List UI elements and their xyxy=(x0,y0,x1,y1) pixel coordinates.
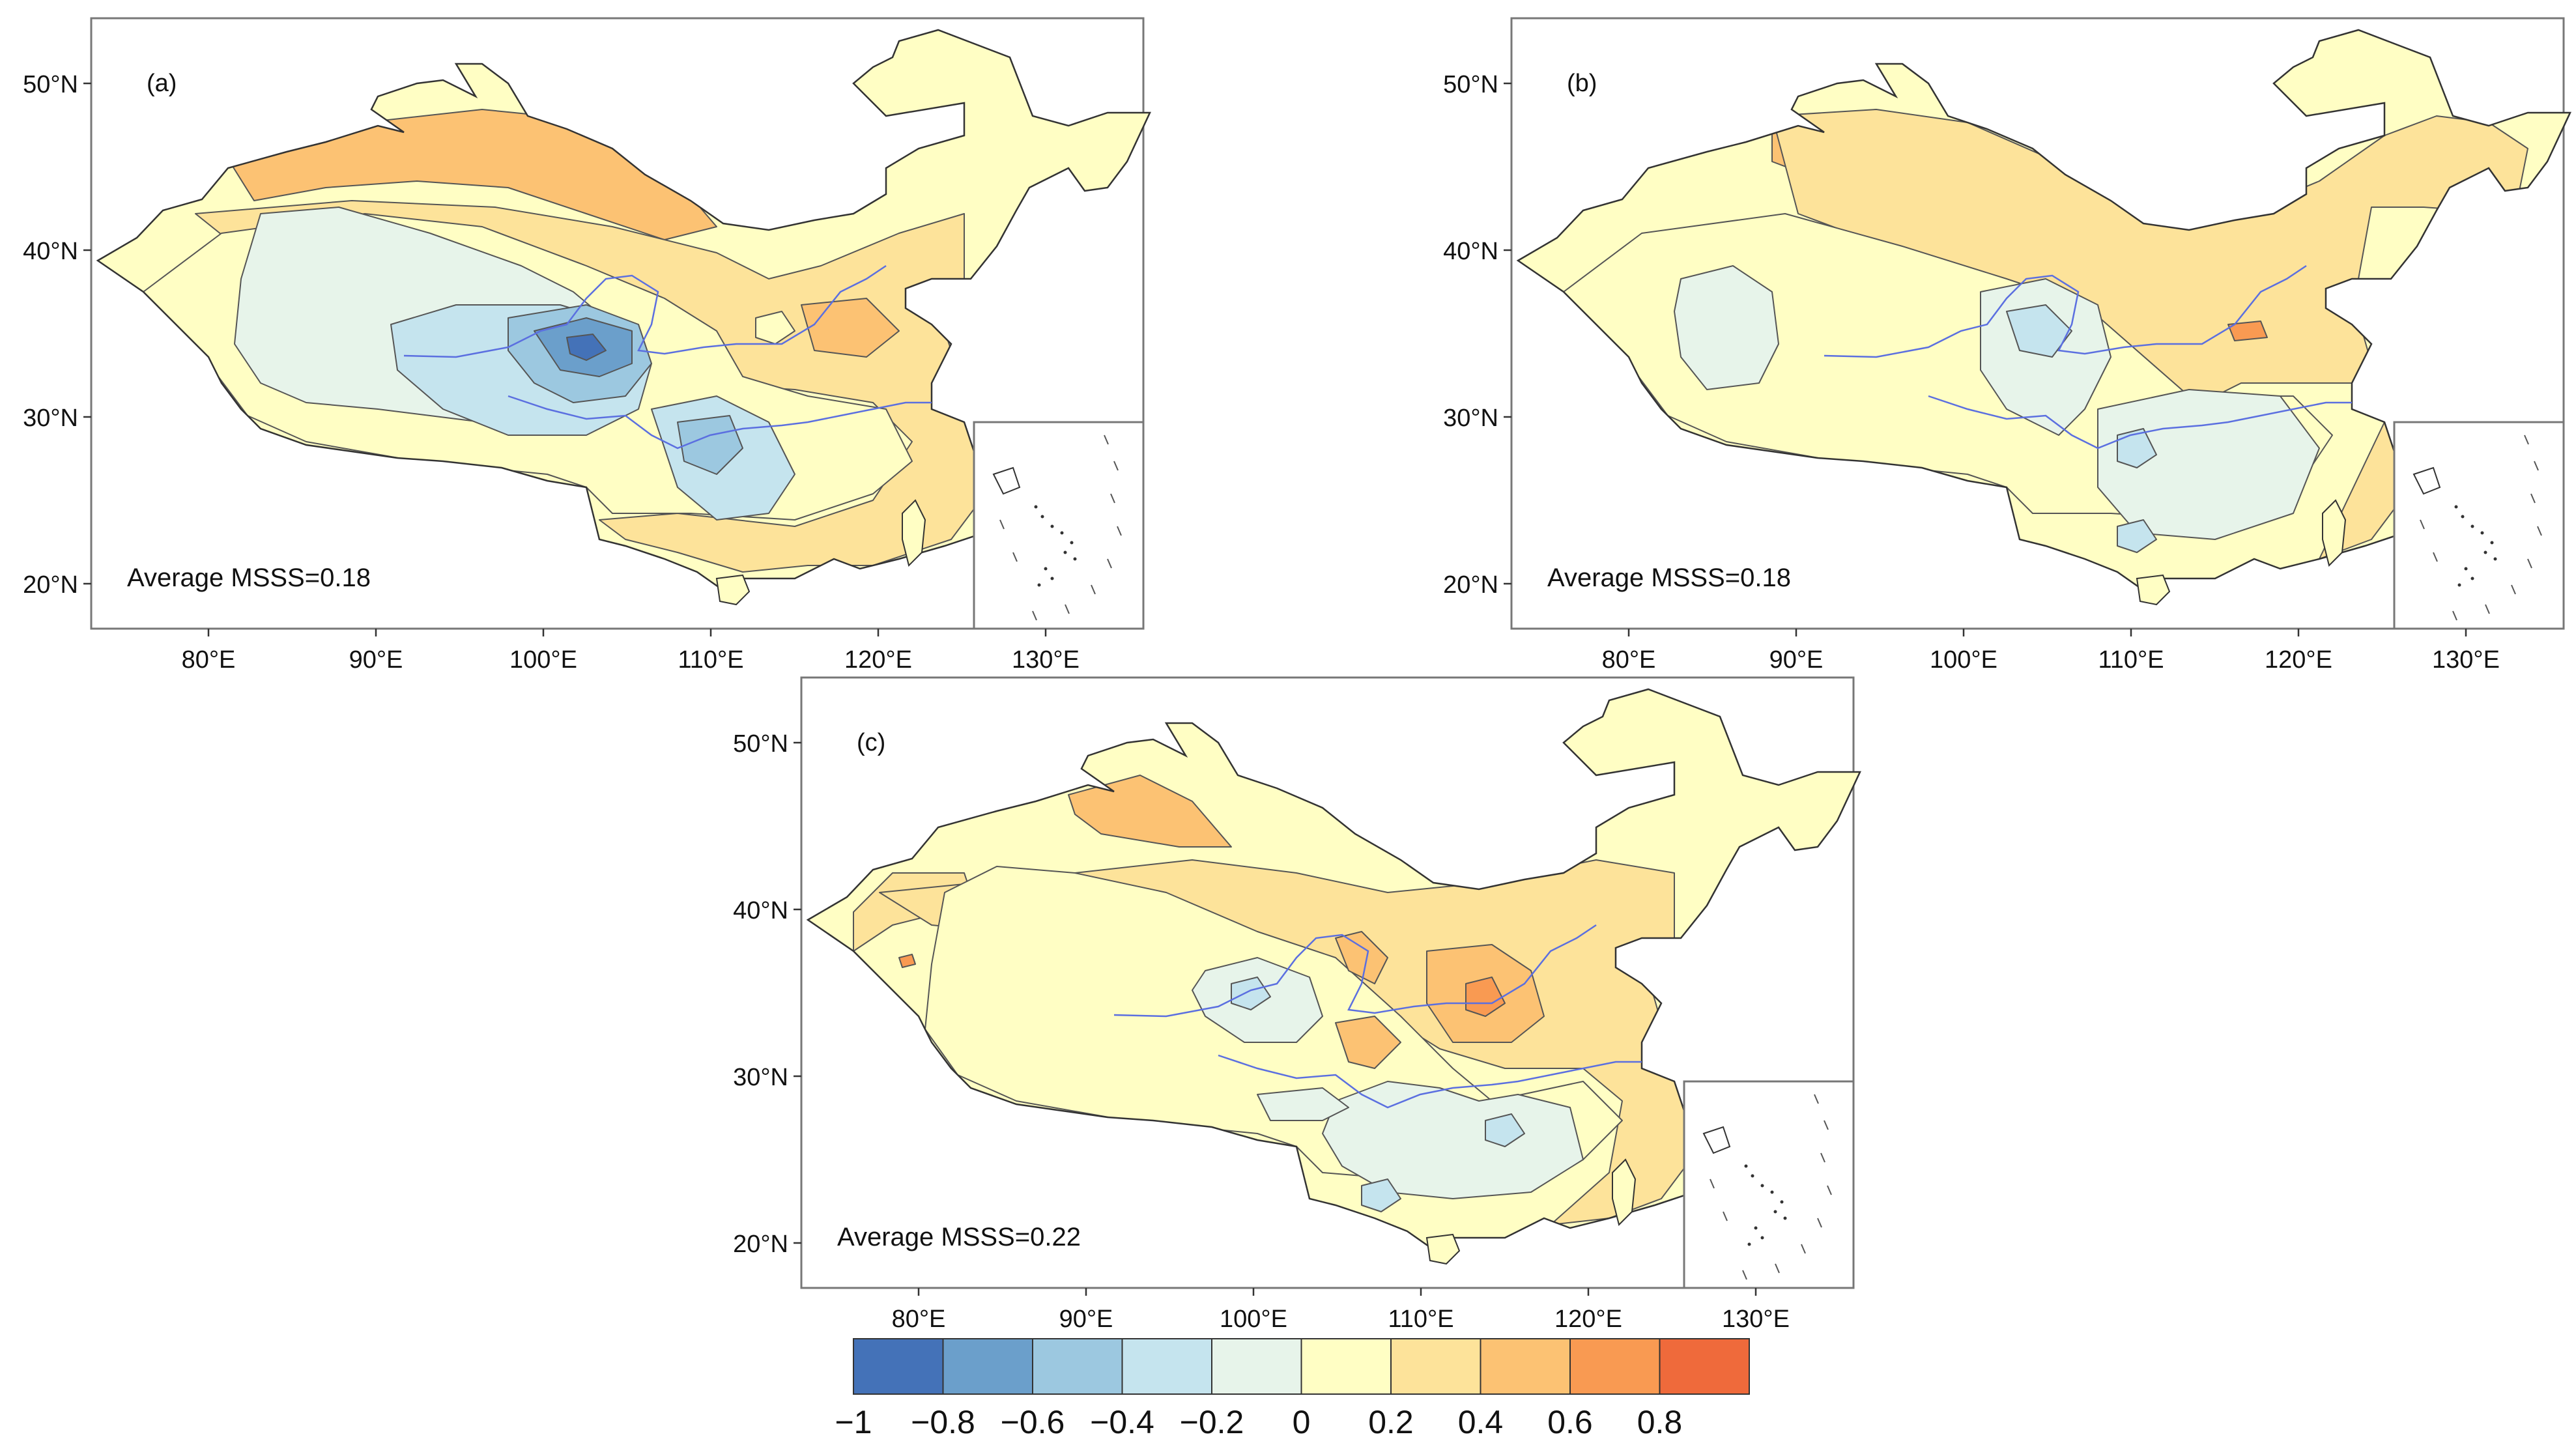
south-china-sea-inset xyxy=(2393,421,2565,630)
hainan-island xyxy=(715,574,751,606)
lon-tick-label: 90°E xyxy=(1059,1306,1113,1333)
colorbar-swatch xyxy=(1032,1338,1123,1395)
taiwan-island xyxy=(902,499,926,567)
south-china-sea-inset xyxy=(973,421,1145,630)
map-panel-0: (a) Average MSSS=0.18 50°N 40°N 30°N 20°N 80°E… xyxy=(23,17,1151,674)
colorbar-tick-label: −0.8 xyxy=(911,1404,975,1440)
lon-tick-label: 130°E xyxy=(1012,646,1080,674)
lon-tick-label: 120°E xyxy=(2265,646,2332,674)
lon-tick-label: 100°E xyxy=(509,646,577,674)
panel-label: (c) xyxy=(857,729,885,756)
average-msss-label: Average MSSS=0.22 xyxy=(837,1223,1081,1251)
msss-contour-regions xyxy=(853,775,1701,1225)
average-msss-label: Average MSSS=0.18 xyxy=(127,564,371,592)
colorbar-swatch xyxy=(1659,1338,1750,1395)
lon-tick-label: 130°E xyxy=(2432,646,2500,674)
map-panel-1: (b) Average MSSS=0.18 50°N 40°N 30°N 20°N 80°E… xyxy=(1443,17,2571,674)
lat-tick-label: 20°N xyxy=(1443,571,1498,599)
lat-tick-label: 40°N xyxy=(23,238,78,265)
lat-tick-label: 50°N xyxy=(1443,71,1498,98)
hainan-island xyxy=(1425,1233,1461,1265)
msss-contour-regions xyxy=(143,109,991,573)
lon-tick-label: 120°E xyxy=(1554,1306,1622,1333)
colorbar-swatch xyxy=(1480,1338,1571,1395)
taiwan-island xyxy=(1612,1158,1637,1226)
lon-tick-label: 80°E xyxy=(182,646,236,674)
lon-tick-label: 110°E xyxy=(1388,1306,1453,1333)
lon-tick-label: 100°E xyxy=(1220,1306,1287,1333)
lon-tick-label: 130°E xyxy=(1722,1306,1790,1333)
lon-tick-label: 120°E xyxy=(844,646,912,674)
lat-tick-label: 40°N xyxy=(733,897,788,924)
lon-tick-label: 90°E xyxy=(349,646,403,674)
colorbar-swatch xyxy=(853,1338,944,1395)
colorbar-swatch xyxy=(1569,1338,1661,1395)
colorbar-swatch xyxy=(942,1338,1033,1395)
colorbar-swatch xyxy=(1121,1338,1212,1395)
lat-tick-label: 30°N xyxy=(1443,405,1498,432)
lat-tick-label: 50°N xyxy=(733,730,788,758)
map-panel-2: (c) Average MSSS=0.22 50°N 40°N 30°N 20°N 80°E… xyxy=(733,676,1861,1333)
lat-tick-label: 50°N xyxy=(23,71,78,98)
south-china-sea-inset xyxy=(1683,1080,1855,1289)
lat-tick-label: 20°N xyxy=(733,1231,788,1258)
colorbar-tick-label: −0.6 xyxy=(1001,1404,1065,1440)
lat-tick-label: 30°N xyxy=(733,1064,788,1091)
colorbar-tick-label: −0.2 xyxy=(1180,1404,1244,1440)
colorbar-tick-label: 0 xyxy=(1293,1404,1311,1440)
lat-tick-label: 20°N xyxy=(23,571,78,599)
lon-tick-label: 80°E xyxy=(892,1306,946,1333)
lon-tick-label: 110°E xyxy=(678,646,743,674)
lon-tick-label: 80°E xyxy=(1602,646,1656,674)
panel-label: (a) xyxy=(147,70,177,97)
colorbar-tick-label: 0.8 xyxy=(1637,1404,1683,1440)
lon-tick-label: 100°E xyxy=(1930,646,1997,674)
msss-contour-regions xyxy=(1563,109,2528,560)
colorbar-swatch xyxy=(1390,1338,1481,1395)
colorbar-swatch xyxy=(1211,1338,1302,1395)
colorbar-tick-label: 0.2 xyxy=(1368,1404,1414,1440)
panel-label: (b) xyxy=(1567,70,1597,97)
colorbar: −1 −0.8 −0.6 −0.4 −0.2 0 0.2 0.4 0.6 0.8 xyxy=(835,1338,1750,1440)
lat-tick-label: 30°N xyxy=(23,405,78,432)
average-msss-label: Average MSSS=0.18 xyxy=(1547,564,1791,592)
taiwan-island xyxy=(2322,499,2347,567)
colorbar-tick-label: −1 xyxy=(835,1404,872,1440)
hainan-island xyxy=(2136,574,2171,606)
lon-tick-label: 90°E xyxy=(1769,646,1824,674)
colorbar-tick-label: −0.4 xyxy=(1090,1404,1154,1440)
lon-tick-label: 110°E xyxy=(2098,646,2164,674)
lat-tick-label: 40°N xyxy=(1443,238,1498,265)
colorbar-tick-label: 0.6 xyxy=(1547,1404,1593,1440)
colorbar-tick-label: 0.4 xyxy=(1458,1404,1504,1440)
colorbar-swatch xyxy=(1300,1338,1392,1395)
